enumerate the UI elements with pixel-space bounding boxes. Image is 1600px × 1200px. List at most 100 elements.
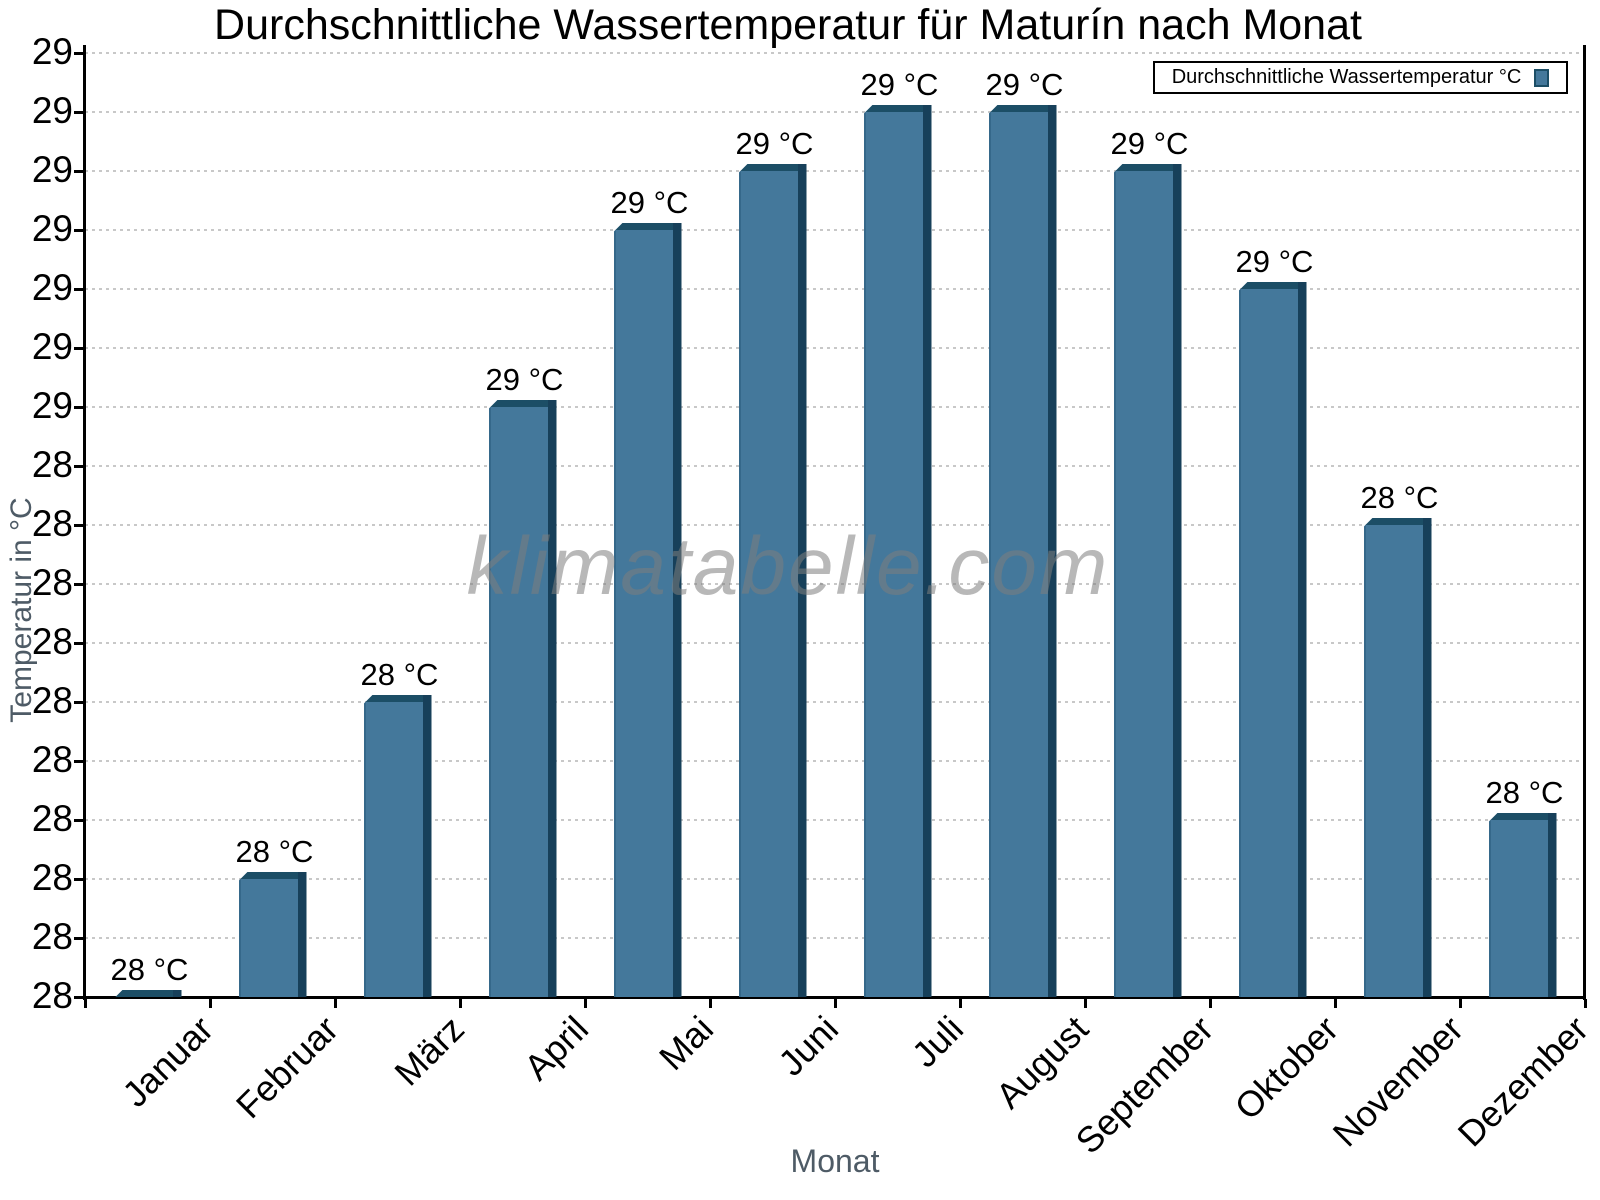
bar-left-shade bbox=[488, 400, 491, 997]
gridline bbox=[85, 642, 1585, 644]
y-tick-label: 29 bbox=[31, 267, 73, 308]
bar-right-edge bbox=[797, 164, 807, 997]
y-axis-tick bbox=[74, 701, 84, 704]
bar-top-edge bbox=[113, 990, 182, 997]
y-axis-tick bbox=[74, 347, 84, 350]
gridline bbox=[85, 701, 1585, 703]
legend: Durchschnittliche Wassertemperatur °C bbox=[1153, 61, 1568, 94]
bar-value-label: 29 °C bbox=[860, 67, 939, 102]
bar-value-label: 28 °C bbox=[360, 657, 439, 692]
bar-left-shade bbox=[238, 872, 241, 997]
bar-left-shade bbox=[738, 164, 741, 997]
y-tick-label: 29 bbox=[31, 326, 73, 367]
bar bbox=[738, 164, 807, 997]
x-tick-label: April bbox=[516, 1008, 597, 1088]
bar-top-edge bbox=[1113, 164, 1182, 171]
gridline bbox=[85, 760, 1585, 762]
bar-right-edge bbox=[422, 695, 432, 997]
bar-value-label: 29 °C bbox=[485, 362, 564, 397]
gridline bbox=[85, 465, 1585, 467]
bar-top-edge bbox=[1488, 813, 1557, 820]
y-axis-tick bbox=[74, 111, 84, 114]
bar-value-label: 29 °C bbox=[985, 67, 1064, 102]
y-tick-label: 28 bbox=[31, 680, 73, 721]
bar-right-edge bbox=[1297, 282, 1307, 997]
bar-left-shade bbox=[1488, 813, 1491, 997]
bar-value-label: 28 °C bbox=[110, 952, 189, 987]
gridline bbox=[85, 524, 1585, 526]
bar-top-edge bbox=[738, 164, 807, 171]
gridline bbox=[85, 819, 1585, 821]
bar-top-edge bbox=[238, 872, 307, 879]
bar bbox=[988, 105, 1057, 997]
bar-right-edge bbox=[297, 872, 307, 997]
x-axis-tick bbox=[84, 999, 87, 1008]
bar bbox=[1238, 282, 1307, 997]
bar-top-edge bbox=[488, 400, 557, 407]
x-axis-tick bbox=[584, 999, 587, 1008]
bar bbox=[1113, 164, 1182, 997]
y-tick-label: 28 bbox=[31, 916, 73, 957]
bar bbox=[613, 223, 682, 997]
y-tick-label: 29 bbox=[31, 90, 73, 131]
bar bbox=[1363, 518, 1432, 997]
bar-fill bbox=[363, 695, 432, 997]
bar bbox=[488, 400, 557, 997]
bar-top-edge bbox=[863, 105, 932, 112]
gridline bbox=[85, 347, 1585, 349]
gridline bbox=[85, 229, 1585, 231]
bar-left-shade bbox=[1363, 518, 1366, 997]
bar-value-label: 29 °C bbox=[1235, 244, 1314, 279]
bar-top-edge bbox=[363, 695, 432, 702]
bar-right-edge bbox=[1172, 164, 1182, 997]
y-axis-tick bbox=[74, 996, 84, 999]
legend-label: Durchschnittliche Wassertemperatur °C bbox=[1171, 66, 1522, 88]
y-axis-tick bbox=[74, 52, 84, 55]
y-tick-label: 28 bbox=[31, 562, 73, 603]
y-tick-label: 28 bbox=[31, 444, 73, 485]
x-axis-tick bbox=[209, 999, 212, 1008]
bar-top-edge bbox=[1363, 518, 1432, 525]
gridline bbox=[85, 937, 1585, 939]
y-tick-label: 28 bbox=[31, 975, 73, 1016]
bar-fill bbox=[238, 872, 307, 997]
bar-value-label: 28 °C bbox=[235, 834, 314, 869]
bar-left-shade bbox=[1238, 282, 1241, 997]
gridline bbox=[85, 170, 1585, 172]
bar bbox=[1488, 813, 1557, 997]
y-axis-tick bbox=[74, 288, 84, 291]
y-axis-tick bbox=[74, 170, 84, 173]
bar-right-edge bbox=[672, 223, 682, 997]
y-tick-label: 29 bbox=[31, 149, 73, 190]
y-axis-tick bbox=[74, 642, 84, 645]
y-tick-label: 28 bbox=[31, 798, 73, 839]
gridline bbox=[85, 878, 1585, 880]
bar-value-label: 28 °C bbox=[1485, 775, 1564, 810]
bar-top-edge bbox=[1238, 282, 1307, 289]
bar bbox=[863, 105, 932, 997]
x-axis-tick bbox=[1334, 999, 1337, 1008]
bar-value-label: 29 °C bbox=[610, 185, 689, 220]
y-axis-line bbox=[83, 45, 86, 1000]
x-axis-tick bbox=[1459, 999, 1462, 1008]
bar-right-edge bbox=[547, 400, 557, 997]
bar-right-edge bbox=[1547, 813, 1557, 997]
bar-right-edge bbox=[172, 990, 182, 997]
x-tick-label: Januar bbox=[114, 1008, 222, 1115]
chart-title: Durchschnittliche Wassertemperatur für M… bbox=[214, 1, 1362, 49]
bar bbox=[238, 872, 307, 997]
bar-value-label: 29 °C bbox=[1110, 126, 1189, 161]
bar-value-label: 28 °C bbox=[1360, 480, 1439, 515]
bar-right-edge bbox=[1422, 518, 1432, 997]
bar-fill bbox=[1113, 164, 1182, 997]
bar-top-edge bbox=[613, 223, 682, 230]
y-axis-tick bbox=[74, 465, 84, 468]
gridline bbox=[85, 406, 1585, 408]
x-axis-title: Monat bbox=[790, 1143, 880, 1179]
bar-fill bbox=[1488, 813, 1557, 997]
x-axis-tick bbox=[459, 999, 462, 1008]
bar-fill bbox=[1238, 282, 1307, 997]
bar bbox=[363, 695, 432, 997]
x-axis-tick bbox=[834, 999, 837, 1008]
bar-left-shade bbox=[613, 223, 616, 997]
